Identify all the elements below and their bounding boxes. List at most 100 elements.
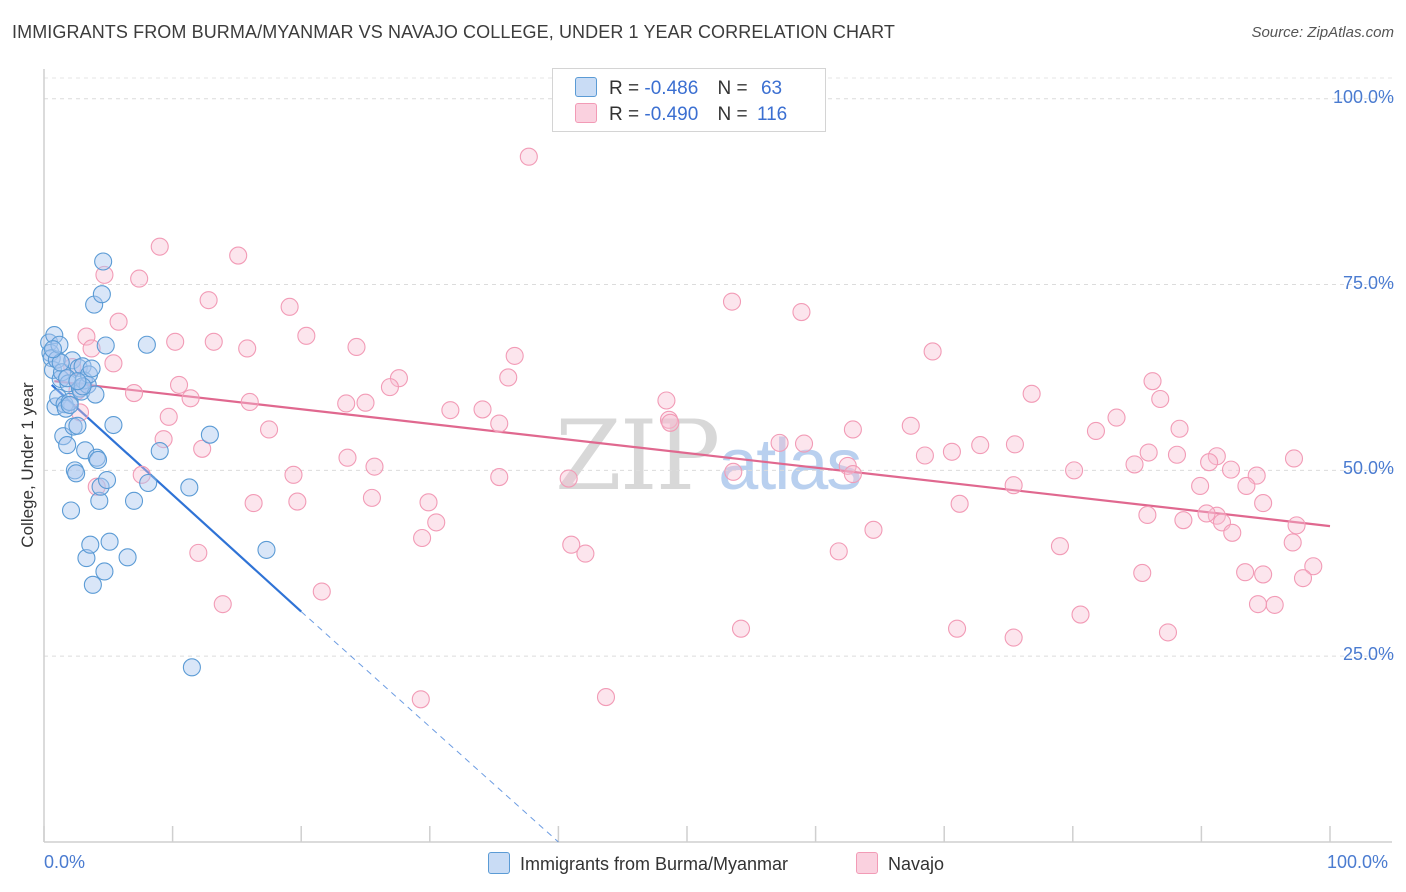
point-navajo (829, 542, 848, 561)
point-burma (139, 473, 158, 493)
point-navajo (1022, 384, 1041, 403)
point-navajo (1293, 569, 1313, 588)
point-burma (82, 359, 101, 378)
point-burma (104, 415, 123, 435)
point-navajo (722, 292, 742, 311)
point-navajo (365, 457, 384, 476)
point-navajo (95, 265, 114, 284)
point-navajo (87, 477, 106, 496)
point-navajo (1086, 421, 1105, 441)
point-navajo (1197, 504, 1216, 523)
point-navajo (1005, 435, 1024, 454)
point-navajo (189, 543, 208, 562)
point-navajo (413, 528, 432, 548)
bottom-legend-burma: Immigrants from Burma/Myanmar (488, 852, 788, 875)
point-navajo (1004, 476, 1023, 495)
point-navajo (124, 384, 144, 403)
axes (43, 69, 1392, 843)
point-navajo (1191, 476, 1210, 496)
point-navajo (130, 269, 149, 288)
point-navajo (1158, 623, 1178, 642)
point-navajo (244, 494, 263, 513)
x-tick-label-min: 0.0% (44, 852, 86, 872)
point-navajo (337, 394, 356, 413)
point-navajo (240, 392, 259, 412)
point-navajo (971, 436, 990, 455)
legend-row-burma: R = -0.486 N = 63 (575, 77, 782, 99)
legend-n-value: 116 (756, 104, 788, 125)
point-navajo (1254, 565, 1273, 584)
point-navajo (661, 413, 680, 432)
point-navajo (490, 414, 509, 433)
stats-legend: R = -0.486 N = 63 R = -0.490 N = 116 (552, 68, 826, 132)
point-burma (83, 575, 102, 594)
trend-line-burma-extension (300, 611, 559, 843)
point-navajo (505, 346, 524, 365)
point-navajo (724, 462, 743, 481)
point-navajo (901, 416, 920, 435)
point-burma (91, 477, 110, 496)
point-navajo (562, 535, 581, 554)
point-burma (200, 425, 219, 444)
point-navajo (427, 513, 446, 532)
point-navajo (1050, 537, 1069, 556)
point-navajo (942, 442, 961, 461)
point-navajo (356, 393, 375, 412)
point-navajo (1287, 516, 1306, 535)
point-burma (52, 363, 72, 382)
legend-n-label: N = (717, 78, 748, 99)
point-navajo (1167, 445, 1187, 464)
point-burma (100, 532, 119, 551)
point-navajo (166, 332, 185, 351)
point-burma (97, 470, 117, 490)
point-burma (60, 395, 79, 415)
point-navajo (1004, 628, 1023, 647)
point-navajo (280, 297, 299, 316)
legend-n-value: 63 (760, 78, 783, 99)
point-burma (137, 335, 156, 354)
point-navajo (229, 246, 248, 265)
point-navajo (159, 407, 178, 426)
y-axis-label: College, Under 1 year (18, 382, 37, 548)
point-burma (96, 336, 115, 355)
point-burma (94, 252, 113, 271)
point-burma (124, 491, 144, 510)
point-navajo (1284, 449, 1304, 468)
point-navajo (1071, 605, 1090, 624)
point-navajo (1065, 461, 1084, 480)
point-burma (92, 285, 111, 304)
point-burma (86, 385, 105, 404)
point-navajo (499, 368, 518, 387)
point-burma (118, 548, 137, 567)
point-navajo (419, 493, 438, 512)
trend-lines (50, 380, 1331, 843)
point-navajo (596, 688, 616, 707)
point-navajo (731, 619, 751, 638)
point-navajo (923, 342, 942, 361)
bottom-legend-navajo: Navajo (856, 852, 944, 875)
point-navajo (1138, 505, 1157, 525)
point-burma (88, 450, 108, 470)
point-burma (68, 416, 87, 435)
point-navajo (948, 619, 967, 638)
point-navajo (411, 690, 430, 709)
point-burma (81, 535, 100, 554)
point-navajo (1151, 389, 1170, 409)
point-navajo (1221, 460, 1241, 479)
point-burma (51, 353, 70, 372)
source-note: Source: ZipAtlas.com (1251, 24, 1394, 41)
point-navajo (380, 378, 399, 397)
trend-line-burma (50, 384, 302, 613)
watermark: ZIPatlas (555, 400, 862, 512)
point-navajo (104, 354, 123, 373)
point-navajo (150, 237, 169, 256)
legend-r-label: R = (609, 104, 640, 125)
bottom-legend-swatch-blue (488, 852, 510, 874)
point-navajo (82, 339, 101, 358)
point-navajo (1254, 494, 1273, 513)
point-navajo (193, 439, 212, 458)
point-navajo (473, 400, 492, 419)
point-navajo (794, 434, 814, 453)
bottom-legend-label: Navajo (888, 854, 945, 874)
legend-n-label: N = (717, 104, 748, 125)
